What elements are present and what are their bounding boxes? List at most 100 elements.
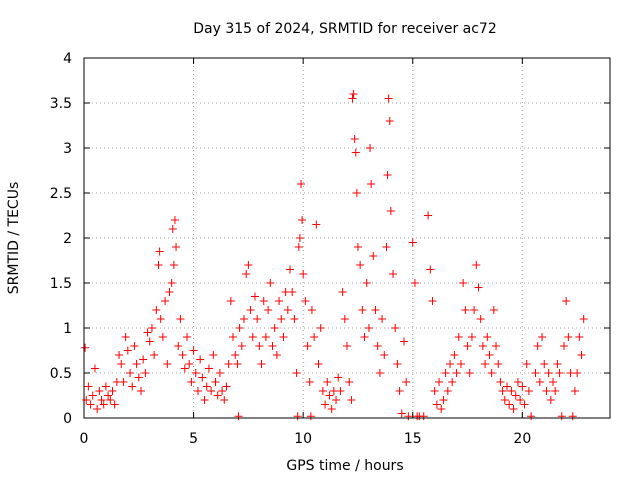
data-point (424, 211, 433, 220)
data-point (321, 400, 330, 409)
data-point (81, 343, 90, 352)
data-point (293, 412, 302, 421)
data-point (540, 360, 549, 368)
data-point (275, 297, 284, 305)
data-point (299, 270, 308, 278)
data-point (450, 351, 459, 359)
data-point (110, 400, 119, 409)
data-point (348, 94, 357, 103)
data-point (239, 315, 248, 323)
data-point (193, 387, 202, 395)
data-point (373, 342, 382, 350)
data-point (527, 412, 536, 421)
x-tick-label: 20 (513, 431, 531, 447)
data-point (570, 387, 579, 395)
data-point (185, 360, 194, 368)
data-point (463, 342, 472, 350)
data-point (93, 405, 102, 413)
data-point (509, 405, 518, 413)
x-axis-label: GPS time / hours (286, 458, 403, 474)
data-point (461, 306, 470, 314)
data-point (237, 342, 246, 350)
data-point (306, 412, 315, 421)
data-point (350, 135, 359, 143)
x-tick-label: 0 (80, 431, 89, 447)
data-point (215, 369, 224, 377)
data-point (524, 387, 533, 395)
data-point (150, 351, 159, 359)
data-point (141, 369, 150, 377)
data-point (180, 364, 189, 373)
data-point (158, 333, 167, 341)
plot-frame (83, 57, 611, 419)
data-point (226, 297, 235, 305)
data-point (345, 378, 354, 386)
data-point (231, 351, 240, 359)
data-point (253, 315, 262, 323)
data-point (353, 243, 362, 251)
data-point (555, 369, 564, 377)
data-point (485, 351, 494, 359)
data-point (169, 261, 178, 269)
data-point (213, 391, 222, 400)
data-point (439, 396, 448, 404)
data-point (298, 216, 307, 224)
data-point (544, 369, 553, 377)
y-tick-label: 0 (63, 411, 72, 427)
x-tick-label: 15 (404, 431, 422, 447)
data-point (277, 315, 286, 323)
data-point (500, 396, 509, 404)
data-point (106, 396, 115, 404)
data-point (183, 333, 192, 341)
data-point (470, 306, 479, 314)
data-point (441, 369, 450, 377)
data-point (367, 180, 376, 188)
data-point (551, 387, 560, 395)
data-point (577, 351, 586, 359)
data-point (101, 382, 110, 391)
data-point (115, 351, 124, 359)
data-point (248, 333, 257, 341)
data-point (279, 333, 288, 341)
data-point (296, 180, 305, 188)
data-point (117, 360, 126, 368)
y-tick-label: 3.5 (50, 96, 72, 112)
data-point (126, 369, 135, 377)
data-point (435, 378, 444, 386)
data-point (145, 337, 154, 346)
data-point (448, 378, 457, 386)
data-point (286, 265, 295, 274)
data-point (288, 288, 297, 296)
data-point (546, 396, 555, 404)
data-point (139, 355, 148, 364)
y-tick-label: 3 (63, 141, 72, 157)
data-point (246, 306, 255, 314)
data-point (391, 324, 400, 332)
data-point (549, 378, 558, 386)
data-point (472, 261, 481, 269)
axis-tick-labels: 0 0.5 1 1.5 2 2.5 3 3.5 4 0 5 10 15 20 (50, 51, 532, 447)
data-point (553, 360, 562, 368)
data-point (393, 360, 402, 368)
data-point (360, 333, 369, 341)
data-point (268, 342, 277, 350)
data-point (349, 90, 358, 98)
data-point (356, 261, 365, 269)
data-point (242, 270, 251, 278)
data-point (220, 396, 229, 404)
data-point (301, 297, 310, 305)
data-point (362, 279, 371, 287)
data-point (507, 387, 516, 395)
data-point (382, 243, 391, 251)
data-point (343, 342, 351, 350)
data-point (446, 360, 455, 368)
data-point (264, 306, 273, 314)
data-point (432, 400, 441, 409)
data-point (334, 373, 343, 382)
data-point (494, 360, 503, 368)
data-point (295, 234, 304, 242)
data-point (483, 333, 492, 341)
data-point (562, 297, 571, 305)
data-point (147, 324, 156, 332)
data-point (531, 369, 540, 377)
